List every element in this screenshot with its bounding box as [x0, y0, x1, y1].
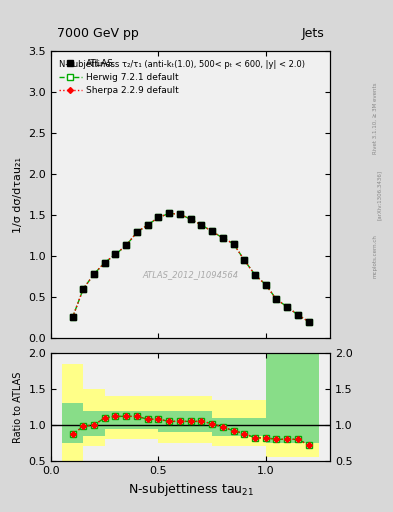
Text: mcplots.cern.ch: mcplots.cern.ch	[373, 234, 378, 278]
Y-axis label: Ratio to ATLAS: Ratio to ATLAS	[13, 371, 23, 443]
Text: ATLAS_2012_I1094564: ATLAS_2012_I1094564	[143, 270, 239, 280]
Text: N-subjettiness τ₂/τ₁ (anti-kₜ(1.0), 500< pₜ < 600, |y| < 2.0): N-subjettiness τ₂/τ₁ (anti-kₜ(1.0), 500<…	[59, 60, 305, 69]
Text: 7000 GeV pp: 7000 GeV pp	[57, 27, 138, 40]
Text: Rivet 3.1.10, ≥ 3M events: Rivet 3.1.10, ≥ 3M events	[373, 82, 378, 154]
Legend: ATLAS, Herwig 7.2.1 default, Sherpa 2.2.9 default: ATLAS, Herwig 7.2.1 default, Sherpa 2.2.…	[55, 56, 183, 99]
X-axis label: N-subjettiness tau$_{\mathregular{21}}$: N-subjettiness tau$_{\mathregular{21}}$	[127, 481, 254, 498]
Y-axis label: 1/σ dσ/dτau₂₁: 1/σ dσ/dτau₂₁	[13, 157, 23, 232]
Text: [arXiv:1306.3436]: [arXiv:1306.3436]	[377, 169, 382, 220]
Text: Jets: Jets	[302, 27, 325, 40]
